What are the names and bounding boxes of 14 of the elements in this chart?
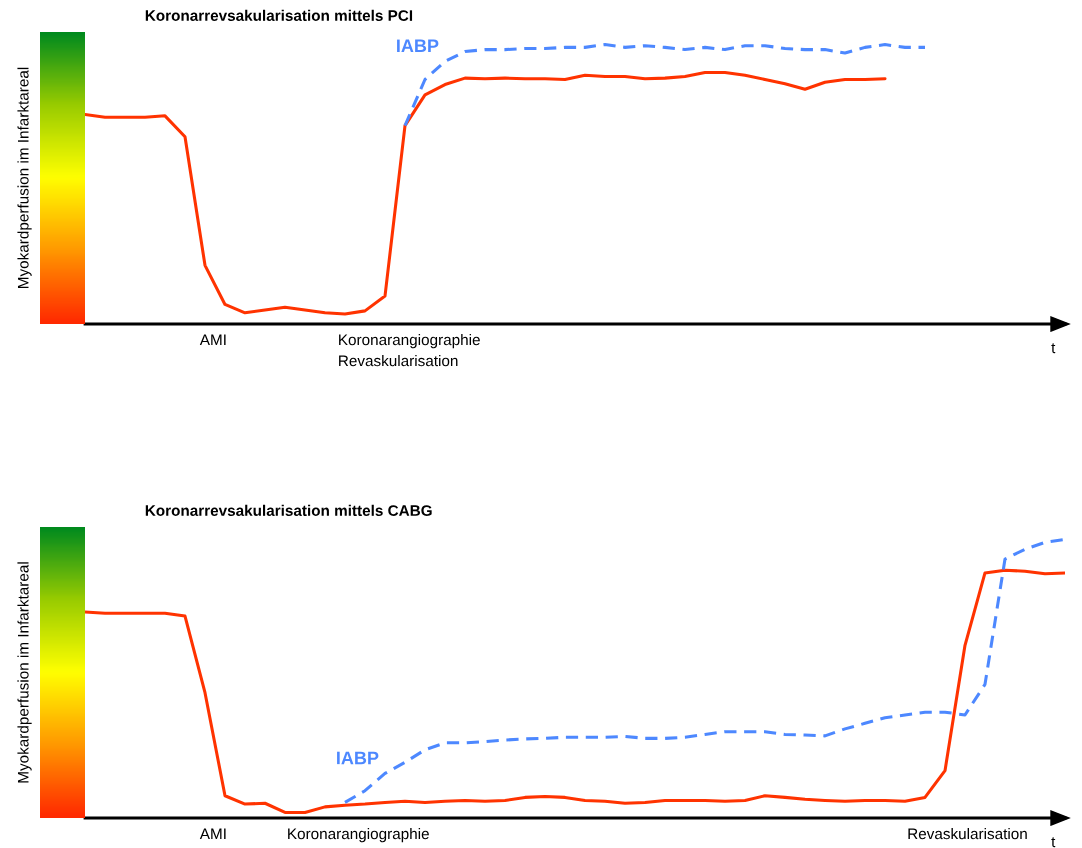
x-axis-title: t <box>1051 837 1056 848</box>
text: Koronarangiographie <box>288 828 429 843</box>
text: Koronarangiographie <box>339 334 480 349</box>
text: Revaskularisation <box>339 355 458 367</box>
chart-title: Koronarrevsakularisation mittels CABG <box>145 504 432 516</box>
series-label: IABP <box>337 751 379 765</box>
text: AMI <box>199 828 226 840</box>
x-axis-title: t <box>1051 343 1056 354</box>
text: AMI <box>199 334 226 346</box>
series-label: IABP <box>397 39 439 52</box>
y-axis-title: Myokardperfusion im Infarktareal <box>17 562 32 783</box>
y-axis-title: Myokardperfusion im Infarktareal <box>17 67 32 288</box>
chart-title: Koronarrevsakularisation mittels PCI <box>145 9 413 21</box>
text: Revaskularisation <box>908 828 1027 840</box>
